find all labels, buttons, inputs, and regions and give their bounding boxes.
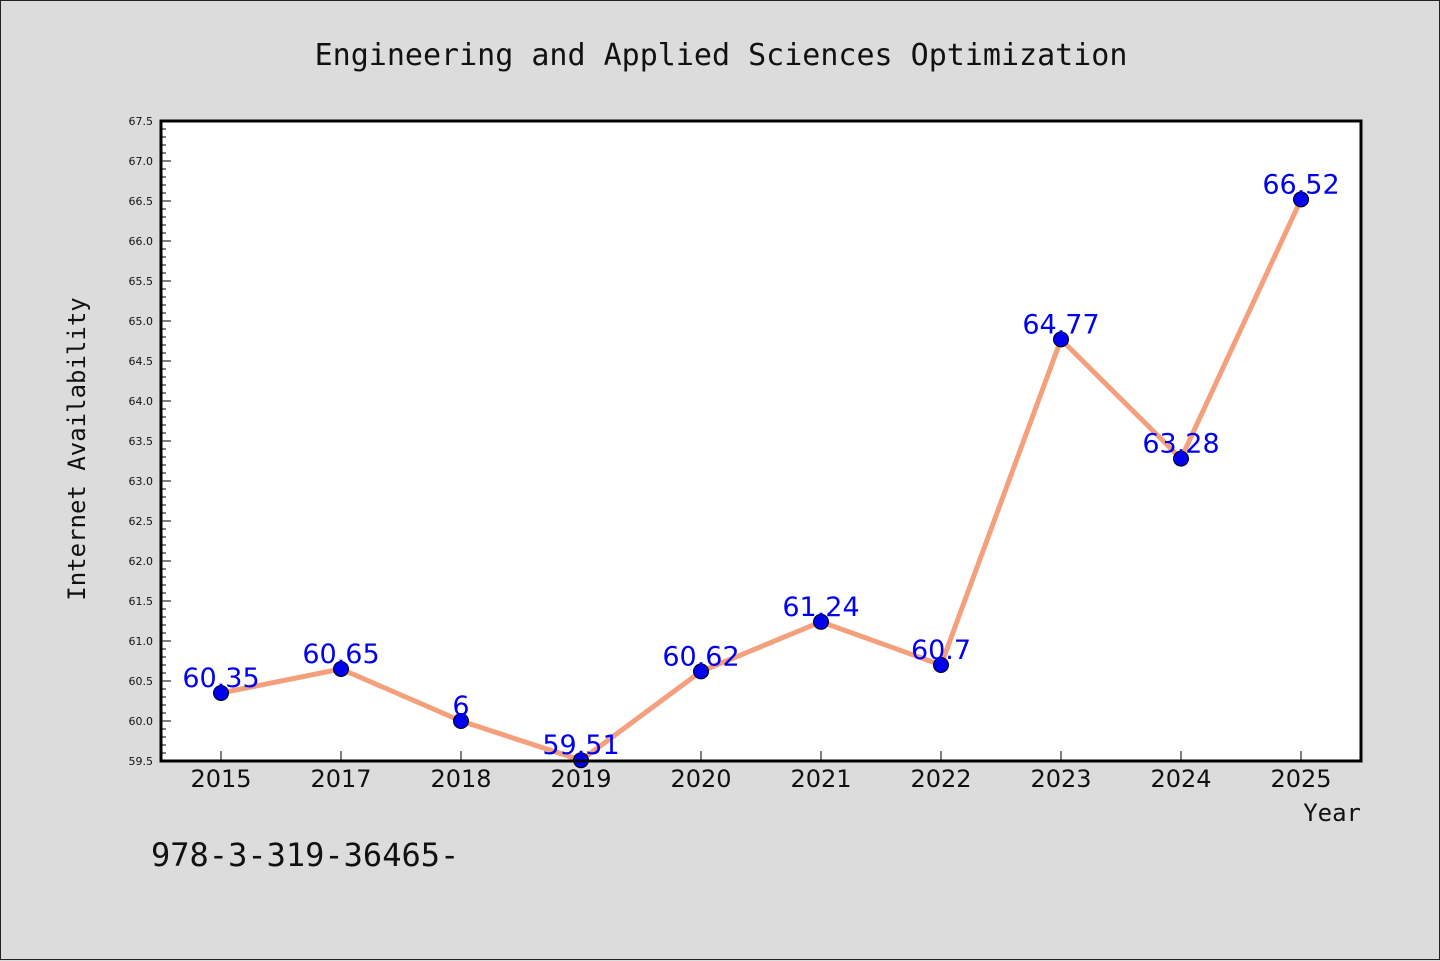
data-point [213, 685, 229, 701]
data-label: 64.77 [1022, 309, 1099, 340]
x-tick-label: 2019 [550, 765, 611, 793]
data-label: 59.51 [542, 730, 619, 761]
y-tick-label: 67.0 [129, 155, 154, 168]
y-tick-label: 65.0 [129, 315, 154, 328]
data-series: 60.35 60.65 6 59.51 60.62 61.24 60.7 64.77 63.28… [182, 169, 1340, 769]
data-point [1173, 450, 1189, 467]
data-point [933, 657, 949, 673]
x-axis: 2015 2017 2018 2019 2020 2021 2022 2023 2024 2025 [190, 751, 1332, 793]
y-tick-label: 65.5 [129, 275, 154, 288]
x-tick-label: 2022 [910, 765, 971, 793]
chart-title: Engineering and Applied Sciences Optimiz… [315, 38, 1128, 73]
y-tick-label: 64.0 [129, 395, 154, 408]
x-tick-label: 2015 [190, 765, 251, 793]
data-point [333, 661, 349, 677]
data-label: 63.28 [1142, 429, 1219, 460]
data-point [1293, 191, 1309, 208]
y-tick-label: 60.5 [129, 675, 154, 688]
data-label: 61.24 [782, 592, 859, 623]
y-tick-label: 60.0 [129, 715, 154, 728]
y-tick-label: 61.5 [129, 595, 154, 608]
y-tick-label: 59.5 [129, 755, 154, 768]
y-axis: 59.5 60.0 60.5 61.0 61.5 62.0 62.5 63.0 63.5 64.0… [129, 115, 171, 768]
x-tick-label: 2021 [790, 765, 851, 793]
x-tick-label: 2024 [1150, 765, 1211, 793]
x-tick-label: 2023 [1030, 765, 1091, 793]
series-line [218, 196, 1304, 763]
x-tick-label: 2020 [670, 765, 731, 793]
x-tick-label: 2025 [1270, 765, 1331, 793]
plot-frame [159, 119, 1363, 763]
y-tick-label: 62.0 [129, 555, 154, 568]
footer-text: 978-3-319-36465- [151, 836, 459, 874]
data-label: 60.62 [662, 641, 739, 672]
y-tick-label: 63.0 [129, 475, 154, 488]
data-point [1053, 331, 1069, 348]
data-label: 60.7 [911, 635, 971, 666]
data-label: 60.35 [182, 663, 259, 694]
data-label: 6 [452, 691, 469, 722]
data-point [693, 663, 709, 680]
data-point [813, 613, 829, 630]
y-tick-label: 64.5 [129, 355, 154, 368]
y-tick-label: 66.5 [129, 195, 154, 208]
x-tick-label: 2017 [310, 765, 371, 793]
y-tick-label: 66.0 [129, 235, 154, 248]
x-tick-label: 2018 [430, 765, 491, 793]
y-axis-label: Internet Availability [63, 297, 91, 600]
data-point [453, 713, 469, 729]
y-tick-label: 61.0 [129, 635, 154, 648]
data-label: 66.52 [1262, 169, 1339, 200]
data-label: 60.65 [302, 639, 379, 670]
y-tick-label: 63.5 [129, 435, 154, 448]
y-tick-label: 67.5 [129, 115, 154, 128]
y-tick-label: 62.5 [129, 515, 154, 528]
x-axis-label: Year [1303, 799, 1361, 827]
